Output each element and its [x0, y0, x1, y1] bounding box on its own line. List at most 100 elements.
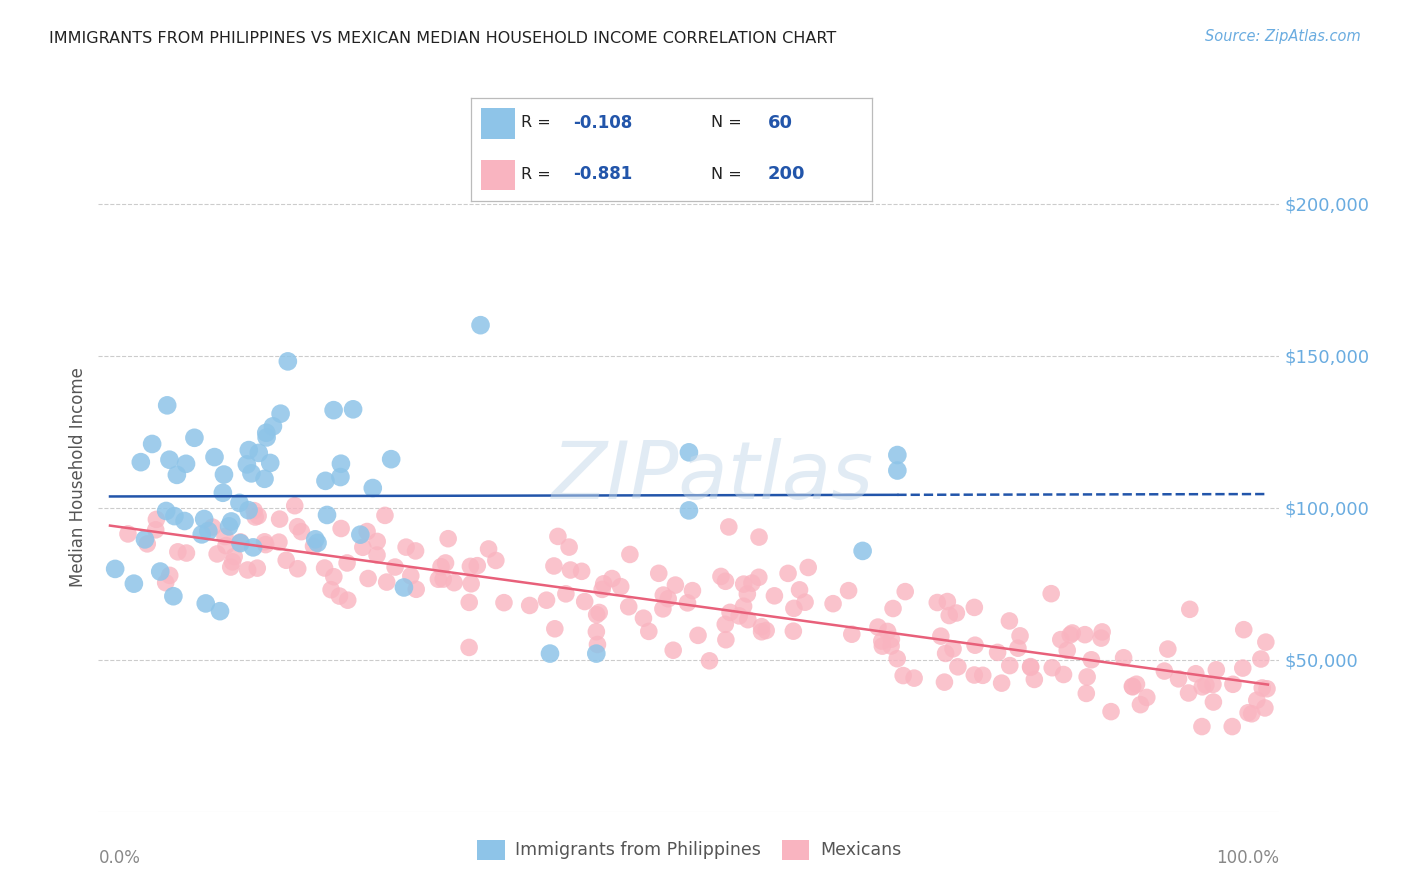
Point — [664, 578, 686, 592]
Point — [205, 547, 228, 561]
Point — [166, 467, 188, 482]
Point — [269, 512, 291, 526]
Point — [998, 658, 1021, 673]
Point — [218, 519, 240, 533]
Point — [1254, 701, 1277, 715]
Point — [946, 660, 969, 674]
Point — [1019, 660, 1042, 674]
Point — [176, 546, 198, 560]
FancyBboxPatch shape — [481, 109, 515, 139]
Point — [197, 524, 219, 538]
Point — [405, 544, 427, 558]
Point — [204, 450, 226, 464]
Point — [574, 594, 596, 608]
Point — [224, 549, 246, 564]
Text: Source: ZipAtlas.com: Source: ZipAtlas.com — [1205, 29, 1361, 44]
Point — [247, 508, 270, 523]
Point — [733, 577, 755, 591]
Point — [1220, 720, 1243, 734]
Point — [717, 520, 740, 534]
Point — [208, 604, 231, 618]
Point — [141, 437, 163, 451]
Point — [728, 608, 751, 623]
Point — [1251, 681, 1274, 695]
Point — [648, 566, 671, 581]
Point — [322, 570, 344, 584]
Point — [374, 508, 396, 523]
Point — [329, 470, 352, 484]
Text: -0.108: -0.108 — [574, 114, 633, 132]
Point — [290, 524, 312, 539]
Text: R =: R = — [522, 115, 555, 130]
Point — [1080, 653, 1102, 667]
Point — [998, 614, 1021, 628]
Point — [783, 601, 806, 615]
Point — [657, 591, 679, 606]
Point — [678, 503, 700, 517]
Point — [963, 638, 986, 652]
Point — [882, 601, 904, 615]
Point — [1059, 628, 1081, 642]
Point — [652, 588, 675, 602]
Point — [1250, 652, 1272, 666]
Point — [1153, 664, 1175, 678]
Point — [547, 529, 569, 543]
Point — [600, 572, 623, 586]
Point — [384, 560, 406, 574]
Point — [247, 446, 270, 460]
Point — [238, 503, 260, 517]
Point — [1007, 641, 1029, 656]
Point — [314, 474, 336, 488]
Point — [357, 572, 380, 586]
Point — [229, 536, 252, 550]
Point — [361, 481, 384, 495]
Point — [437, 532, 460, 546]
Point — [117, 527, 139, 541]
Point — [336, 556, 359, 570]
Point — [221, 555, 243, 569]
Point — [714, 632, 737, 647]
Point — [238, 443, 260, 458]
Point — [443, 575, 465, 590]
Point — [903, 671, 925, 685]
Point — [392, 581, 415, 595]
Text: R =: R = — [522, 167, 555, 182]
Point — [633, 611, 655, 625]
Point — [194, 596, 217, 610]
Point — [1178, 602, 1201, 616]
Point — [460, 559, 482, 574]
Point — [571, 564, 593, 578]
Point — [256, 430, 278, 444]
Point — [794, 595, 817, 609]
Point — [945, 606, 967, 620]
Point — [240, 467, 263, 481]
Point — [776, 566, 799, 581]
Point — [430, 559, 453, 574]
Point — [319, 582, 342, 597]
Point — [886, 651, 908, 665]
Point — [366, 548, 388, 562]
Point — [1040, 661, 1063, 675]
Point — [1129, 698, 1152, 712]
Point — [314, 561, 336, 575]
Point — [427, 572, 450, 586]
Point — [609, 580, 631, 594]
Point — [676, 596, 699, 610]
Point — [322, 403, 344, 417]
Point — [894, 584, 917, 599]
Point — [662, 643, 685, 657]
Point — [1052, 667, 1074, 681]
Point — [782, 624, 804, 639]
Point — [262, 419, 284, 434]
Point — [942, 641, 965, 656]
Point — [763, 589, 786, 603]
Point — [1076, 670, 1098, 684]
Point — [678, 445, 700, 459]
Point — [219, 560, 242, 574]
Point — [538, 647, 561, 661]
Point — [558, 540, 581, 554]
Point — [156, 398, 179, 412]
Point — [1202, 695, 1225, 709]
Point — [134, 533, 156, 547]
Point — [253, 534, 276, 549]
